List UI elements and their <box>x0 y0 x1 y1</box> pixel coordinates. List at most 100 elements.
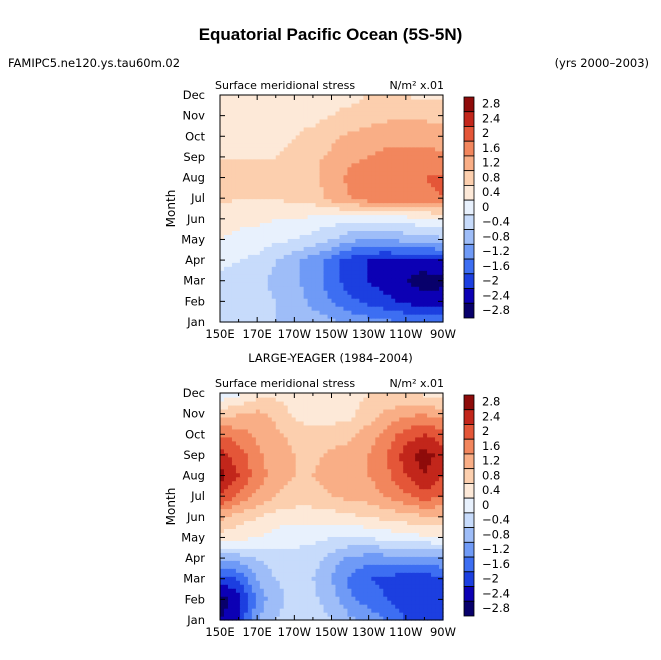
heatmap-cell-p1 <box>247 294 253 299</box>
heatmap-cell-p1 <box>343 274 349 279</box>
heatmap-cell-p1 <box>411 238 416 243</box>
heatmap-cell-p1 <box>287 190 293 196</box>
heatmap-cell-p2 <box>351 572 356 577</box>
heatmap-cell-p2 <box>419 608 424 613</box>
heatmap-cell-p2 <box>231 596 237 601</box>
heatmap-cell-p1 <box>239 242 245 247</box>
heatmap-cell-p1 <box>343 230 349 235</box>
heatmap-cell-p2 <box>399 548 404 553</box>
heatmap-cell-p1 <box>399 286 404 291</box>
heatmap-cell-p2 <box>407 600 412 605</box>
heatmap-cell-p1 <box>299 194 305 200</box>
heatmap-cell-p2 <box>291 600 297 605</box>
heatmap-cell-p1 <box>271 234 277 239</box>
heatmap-cell-p1 <box>275 298 281 303</box>
heatmap-cell-p1 <box>243 98 249 104</box>
heatmap-cell-p1 <box>283 174 289 180</box>
heatmap-cell-p1 <box>391 126 396 132</box>
heatmap-cell-p1 <box>411 298 416 303</box>
heatmap-cell-p2 <box>335 604 341 609</box>
heatmap-cell-p1 <box>251 302 257 307</box>
heatmap-cell-p2 <box>367 500 372 506</box>
heatmap-cell-p2 <box>399 560 404 565</box>
heatmap-cell-p1 <box>367 178 372 184</box>
heatmap-cell-p1 <box>259 154 265 160</box>
heatmap-cell-p1 <box>331 198 337 204</box>
heatmap-cell-p1 <box>427 282 432 287</box>
heatmap-cell-p1 <box>415 218 420 224</box>
heatmap-cell-p1 <box>407 150 412 156</box>
heatmap-cell-p1 <box>255 138 261 144</box>
heatmap-cell-p1 <box>403 286 408 291</box>
heatmap-cell-p1 <box>363 214 368 220</box>
heatmap-cell-p1 <box>283 318 289 323</box>
heatmap-cell-p1 <box>331 294 337 299</box>
heatmap-cell-p1 <box>347 118 353 124</box>
heatmap-cell-p1 <box>275 158 281 164</box>
heatmap-cell-p1 <box>323 134 329 140</box>
colorbar-label: 2.8 <box>482 97 500 111</box>
heatmap-cell-p2 <box>375 616 380 621</box>
heatmap-cell-p2 <box>271 496 277 502</box>
heatmap-cell-p1 <box>395 146 400 152</box>
heatmap-cell-p1 <box>355 226 360 231</box>
heatmap-cell-p1 <box>227 194 233 200</box>
heatmap-cell-p2 <box>319 548 325 553</box>
heatmap-cell-p1 <box>415 282 420 287</box>
heatmap-cell-p2 <box>259 544 265 549</box>
heatmap-cell-p2 <box>220 532 225 537</box>
heatmap-cell-p1 <box>303 222 309 228</box>
heatmap-cell-p1 <box>395 314 400 319</box>
heatmap-cell-p1 <box>295 146 301 152</box>
heatmap-cell-p2 <box>315 580 321 585</box>
heatmap-cell-p2 <box>255 560 261 565</box>
heatmap-cell-p1 <box>395 282 400 287</box>
heatmap-cell-p1 <box>395 218 400 224</box>
heatmap-cell-p1 <box>227 106 233 112</box>
heatmap-cell-p1 <box>415 98 420 104</box>
heatmap-cell-p1 <box>411 130 416 136</box>
heatmap-cell-p1 <box>375 250 380 255</box>
heatmap-cell-p1 <box>295 266 301 271</box>
heatmap-cell-p2 <box>255 596 261 601</box>
heatmap-cell-p1 <box>279 254 285 259</box>
heatmap-cell-p1 <box>371 134 376 140</box>
heatmap-cell-p1 <box>220 282 225 287</box>
heatmap-cell-p1 <box>435 95 440 100</box>
heatmap-cell-p2 <box>423 608 428 613</box>
heatmap-cell-p1 <box>239 166 245 172</box>
heatmap-cell-p1 <box>307 314 313 319</box>
heatmap-cell-p1 <box>415 154 420 160</box>
heatmap-cell-p2 <box>415 504 420 510</box>
heatmap-cell-p2 <box>347 520 353 526</box>
heatmap-cell-p1 <box>247 238 253 243</box>
heatmap-cell-p1 <box>419 250 424 255</box>
heatmap-cell-p2 <box>435 552 440 557</box>
heatmap-cell-p1 <box>255 274 261 279</box>
heatmap-cell-p1 <box>375 134 380 140</box>
heatmap-cell-p1 <box>263 150 269 156</box>
y-tick-label: Feb <box>185 294 205 308</box>
heatmap-cell-p1 <box>287 194 293 200</box>
heatmap-cell-p1 <box>427 278 432 283</box>
heatmap-cell-p1 <box>267 158 273 164</box>
heatmap-cell-p1 <box>355 230 360 235</box>
heatmap-cell-p1 <box>411 274 416 279</box>
heatmap-cell-p1 <box>279 178 285 184</box>
heatmap-cell-p1 <box>371 118 376 124</box>
heatmap-cell-p2 <box>347 596 353 601</box>
heatmap-cell-p1 <box>267 138 273 144</box>
heatmap-cell-p1 <box>275 146 281 152</box>
heatmap-cell-p1 <box>299 106 305 112</box>
heatmap-cell-p1 <box>415 186 420 192</box>
heatmap-cell-p1 <box>303 162 309 168</box>
heatmap-cell-p1 <box>243 238 249 243</box>
heatmap-cell-p2 <box>415 528 420 533</box>
heatmap-cell-p2 <box>391 536 396 541</box>
heatmap-cell-p2 <box>411 556 416 561</box>
heatmap-cell-p2 <box>411 516 416 522</box>
heatmap-cell-p1 <box>239 318 245 323</box>
heatmap-cell-p1 <box>287 282 293 287</box>
heatmap-cell-p1 <box>287 206 293 212</box>
heatmap-cell-p2 <box>395 612 400 617</box>
